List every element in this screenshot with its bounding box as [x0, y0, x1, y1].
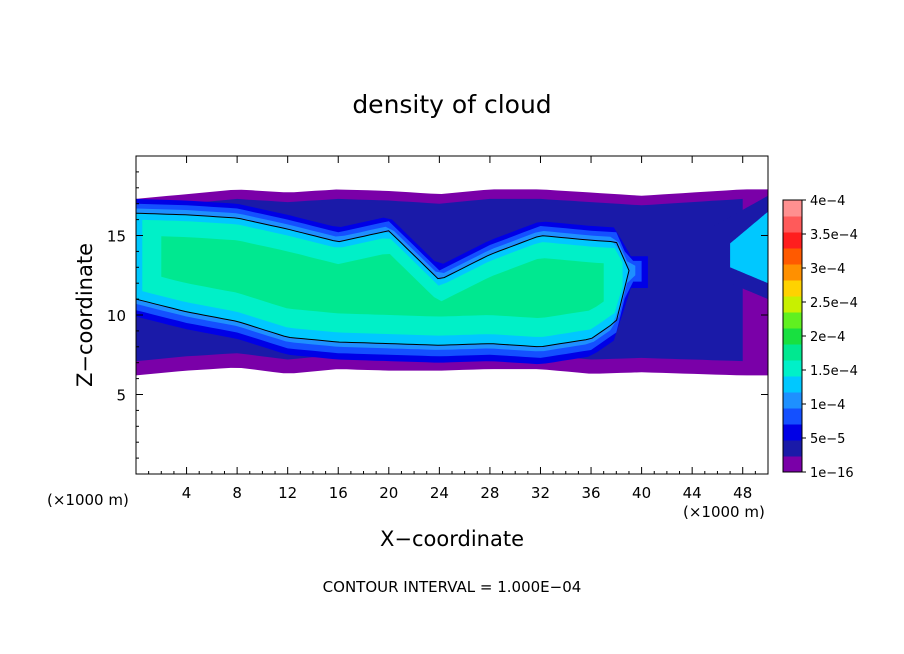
y-tick-label: 5: [116, 387, 126, 405]
contour-1e-4: [136, 212, 630, 348]
x-tick-label: 28: [480, 484, 499, 502]
x-tick-label: 4: [182, 484, 192, 502]
colorbar-label: 5e−5: [810, 432, 845, 447]
colorbar-label: 1e−4: [810, 398, 845, 413]
contour-line: [136, 212, 630, 348]
y-axis-label: Z−coordinate: [73, 243, 97, 387]
x-unit-left: (×1000 m): [47, 491, 129, 509]
x-axis: 4 8 12 16 20 24 28 32 36 40 44 48: [148, 156, 756, 502]
colorbar-swatch: [783, 264, 802, 281]
y-tick-label: 15: [107, 228, 126, 246]
colorbar-swatch: [783, 392, 802, 409]
colorbar-label: 3e−4: [810, 262, 845, 277]
colorbar-swatch: [783, 440, 802, 457]
x-tick-label: 44: [683, 484, 702, 502]
x-axis-label: X−coordinate: [380, 527, 524, 551]
contour-interval-note: CONTOUR INTERVAL = 1.000E−04: [323, 578, 582, 596]
colorbar-swatch: [783, 200, 802, 217]
colorbar-label: 2e−4: [810, 330, 845, 345]
x-tick-label: 16: [329, 484, 348, 502]
x-tick-label: 8: [232, 484, 242, 502]
colorbar-swatch: [783, 344, 802, 361]
chart-title: density of cloud: [352, 90, 551, 119]
x-tick-label: 12: [278, 484, 297, 502]
colorbar-swatch: [783, 312, 802, 329]
colorbar-swatch: [783, 328, 802, 345]
colorbar-swatch: [783, 248, 802, 265]
colorbar-swatch: [783, 424, 802, 441]
colorbar: 4e−4 3.5e−4 3e−4 2.5e−4 2e−4 1.5e−4 1e−4 5e−5 1e…: [782, 194, 858, 481]
colorbar-swatch: [783, 232, 802, 249]
colorbar-swatch: [783, 360, 802, 377]
colorbar-swatch: [783, 376, 802, 393]
colorbar-label: 2.5e−4: [810, 296, 858, 311]
x-tick-label: 40: [632, 484, 651, 502]
x-tick-label: 36: [581, 484, 600, 502]
colorbar-swatch: [783, 216, 802, 233]
colorbar-swatch: [783, 456, 802, 473]
colorbar-label: 4e−4: [810, 194, 845, 209]
right-edge-eddy-core: [730, 211, 768, 284]
colorbar-label: 1.5e−4: [810, 364, 858, 379]
y-tick-label: 10: [107, 307, 126, 325]
x-tick-label: 32: [531, 484, 550, 502]
colorbar-label: 3.5e−4: [810, 228, 858, 243]
x-unit-right: (×1000 m): [683, 503, 765, 521]
band-green: [161, 236, 604, 318]
x-tick-label: 48: [733, 484, 752, 502]
y-axis: 5 10 15: [107, 171, 768, 459]
colorbar-swatch: [783, 280, 802, 297]
cloud-density-field: [136, 189, 768, 376]
colorbar-label: 1e−16: [810, 466, 854, 481]
colorbar-swatch: [783, 408, 802, 425]
colorbar-swatch: [783, 296, 802, 313]
x-tick-label: 20: [379, 484, 398, 502]
x-tick-label: 24: [430, 484, 449, 502]
